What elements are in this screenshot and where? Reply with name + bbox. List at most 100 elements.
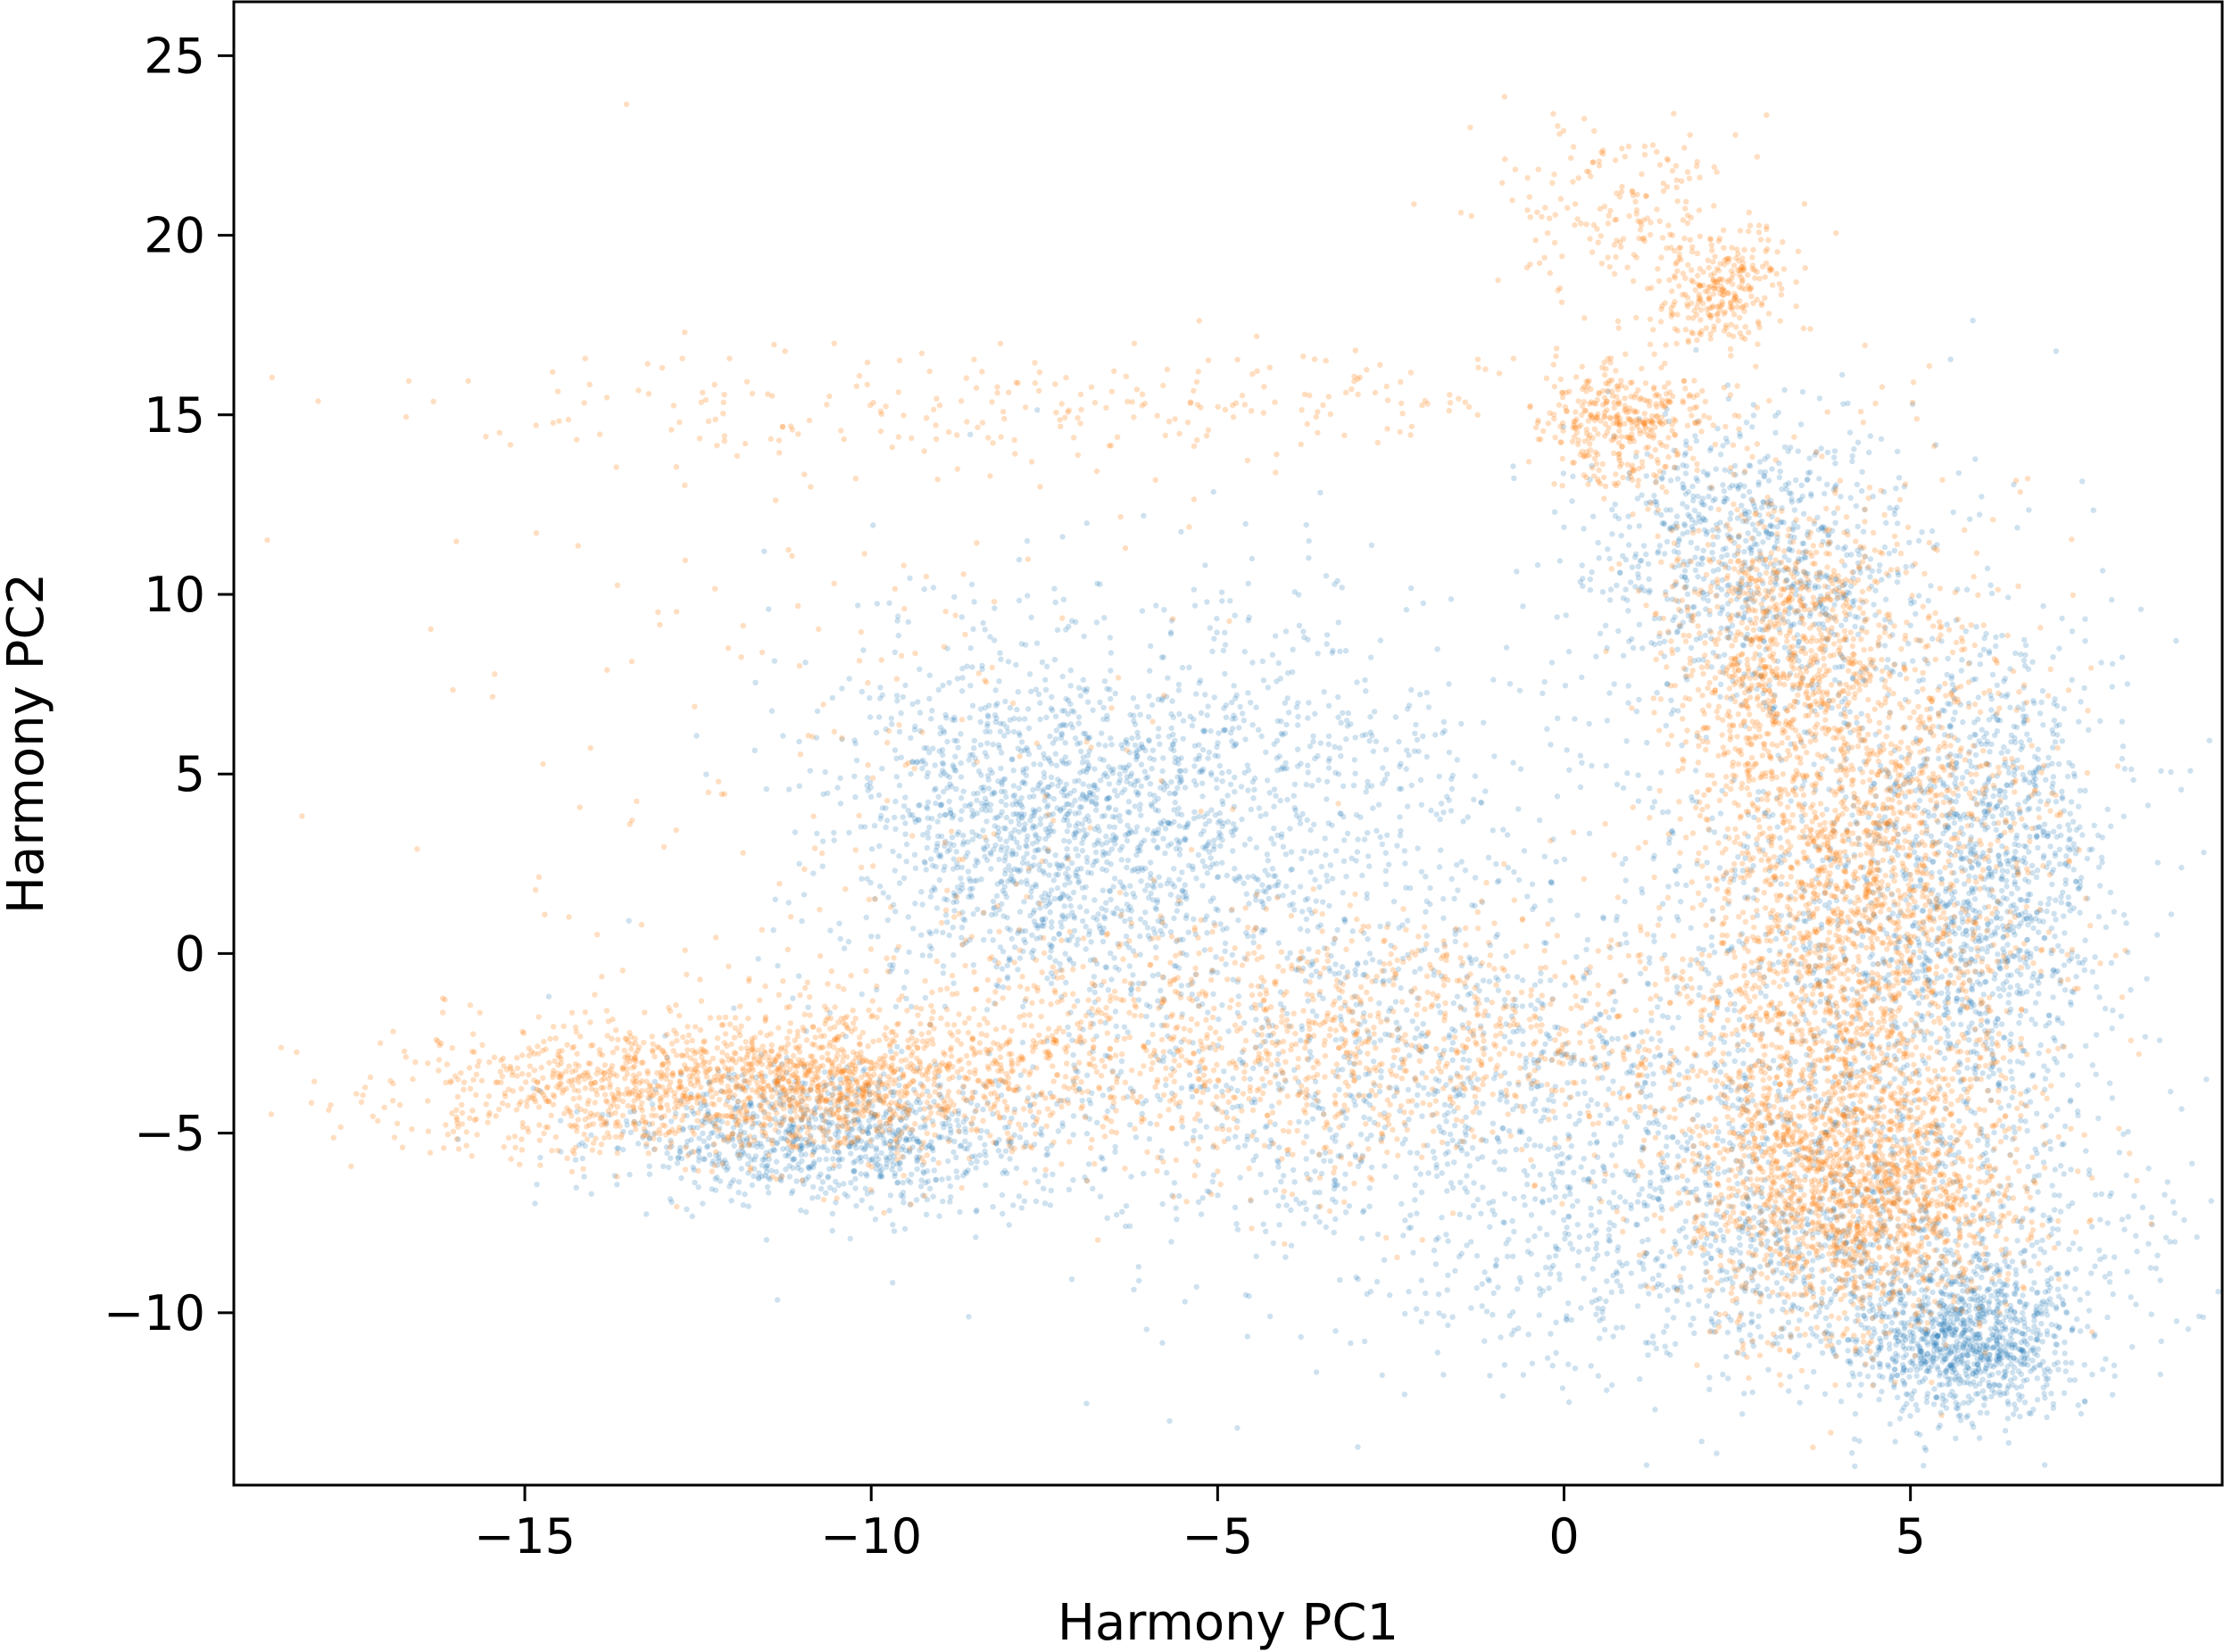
data-point [2004, 896, 2009, 901]
data-point [1216, 730, 1221, 735]
data-point [1174, 774, 1180, 779]
data-point [992, 637, 997, 643]
data-point [796, 974, 801, 979]
data-point [1412, 969, 1417, 975]
data-point [1091, 915, 1096, 920]
data-point [1208, 855, 1214, 860]
data-point [1051, 585, 1057, 591]
data-point [919, 766, 925, 771]
data-point [897, 1166, 902, 1172]
data-point [1005, 915, 1010, 920]
data-point [859, 689, 865, 694]
data-point [1205, 1009, 1210, 1015]
data-point [884, 1155, 889, 1160]
data-point [1887, 1314, 1892, 1319]
data-point [814, 831, 819, 836]
data-point [1107, 888, 1112, 893]
data-point [1049, 919, 1054, 925]
data-point [1924, 1399, 1929, 1405]
data-point [2062, 1391, 2067, 1396]
data-point [716, 1155, 721, 1160]
data-point [983, 1160, 989, 1166]
data-point [1280, 732, 1285, 737]
data-point [1604, 763, 1609, 768]
data-point [1220, 801, 1225, 807]
data-point [2004, 1308, 2010, 1314]
data-point [790, 1166, 795, 1171]
data-point [983, 800, 989, 805]
data-point [967, 876, 972, 881]
data-point [1068, 668, 1074, 673]
data-point [1886, 1364, 1891, 1369]
data-point [966, 868, 971, 874]
data-point [1917, 955, 1922, 960]
data-point [1404, 607, 1409, 612]
data-point [1030, 807, 1035, 812]
data-point [2003, 1428, 2008, 1433]
data-point [1101, 914, 1107, 919]
data-point [981, 937, 986, 942]
data-point [971, 962, 976, 967]
data-point [1284, 797, 1290, 802]
data-point [825, 1148, 830, 1153]
data-point [1179, 869, 1184, 875]
data-point [961, 789, 967, 794]
data-point [1058, 808, 1063, 813]
data-point [1248, 700, 1253, 705]
data-point [1285, 695, 1290, 701]
data-point [1343, 736, 1349, 742]
data-point [1014, 840, 1019, 845]
data-point [988, 850, 993, 855]
data-point [2064, 1310, 2070, 1316]
data-point [2015, 801, 2021, 807]
data-point [1172, 884, 1177, 889]
data-point [839, 685, 844, 691]
data-point [1897, 1415, 1903, 1421]
data-point [2038, 700, 2044, 705]
data-point [1995, 951, 2000, 957]
data-point [703, 771, 709, 776]
data-point [842, 945, 847, 951]
data-point [831, 830, 836, 835]
data-point [1007, 1156, 1012, 1161]
data-point [1177, 780, 1183, 785]
data-point [1324, 878, 1330, 884]
data-point [1295, 714, 1300, 719]
data-point [827, 1185, 833, 1191]
data-point [1997, 1392, 2003, 1398]
data-point [752, 748, 758, 753]
data-point [1035, 785, 1041, 791]
data-point [1857, 1392, 1863, 1398]
data-point [2032, 1021, 2037, 1026]
data-point [820, 1179, 826, 1184]
data-point [1064, 793, 1069, 798]
data-point [1522, 848, 1527, 853]
data-point [1174, 837, 1180, 843]
data-point [1324, 779, 1330, 784]
data-point [2070, 677, 2075, 683]
data-point [922, 1123, 927, 1128]
data-point [1496, 987, 1501, 992]
data-point [1047, 734, 1052, 739]
data-point [1329, 823, 1334, 828]
data-point [1996, 858, 2002, 863]
data-point [1060, 674, 1066, 679]
data-point [2036, 824, 2041, 829]
data-point [1999, 812, 2004, 818]
data-point [1316, 884, 1322, 890]
data-point [1305, 896, 1310, 901]
data-point [1968, 849, 1973, 854]
data-point [894, 1180, 900, 1185]
data-point [1108, 976, 1114, 982]
data-point [1232, 695, 1238, 701]
data-point [918, 933, 924, 938]
data-point [1055, 627, 1060, 633]
data-point [879, 766, 884, 771]
data-point [922, 860, 927, 866]
data-point [974, 1208, 979, 1213]
data-point [1202, 947, 1207, 952]
data-point [1383, 747, 1389, 752]
data-point [1135, 791, 1141, 796]
data-point [875, 1157, 881, 1162]
data-point [643, 1211, 649, 1216]
